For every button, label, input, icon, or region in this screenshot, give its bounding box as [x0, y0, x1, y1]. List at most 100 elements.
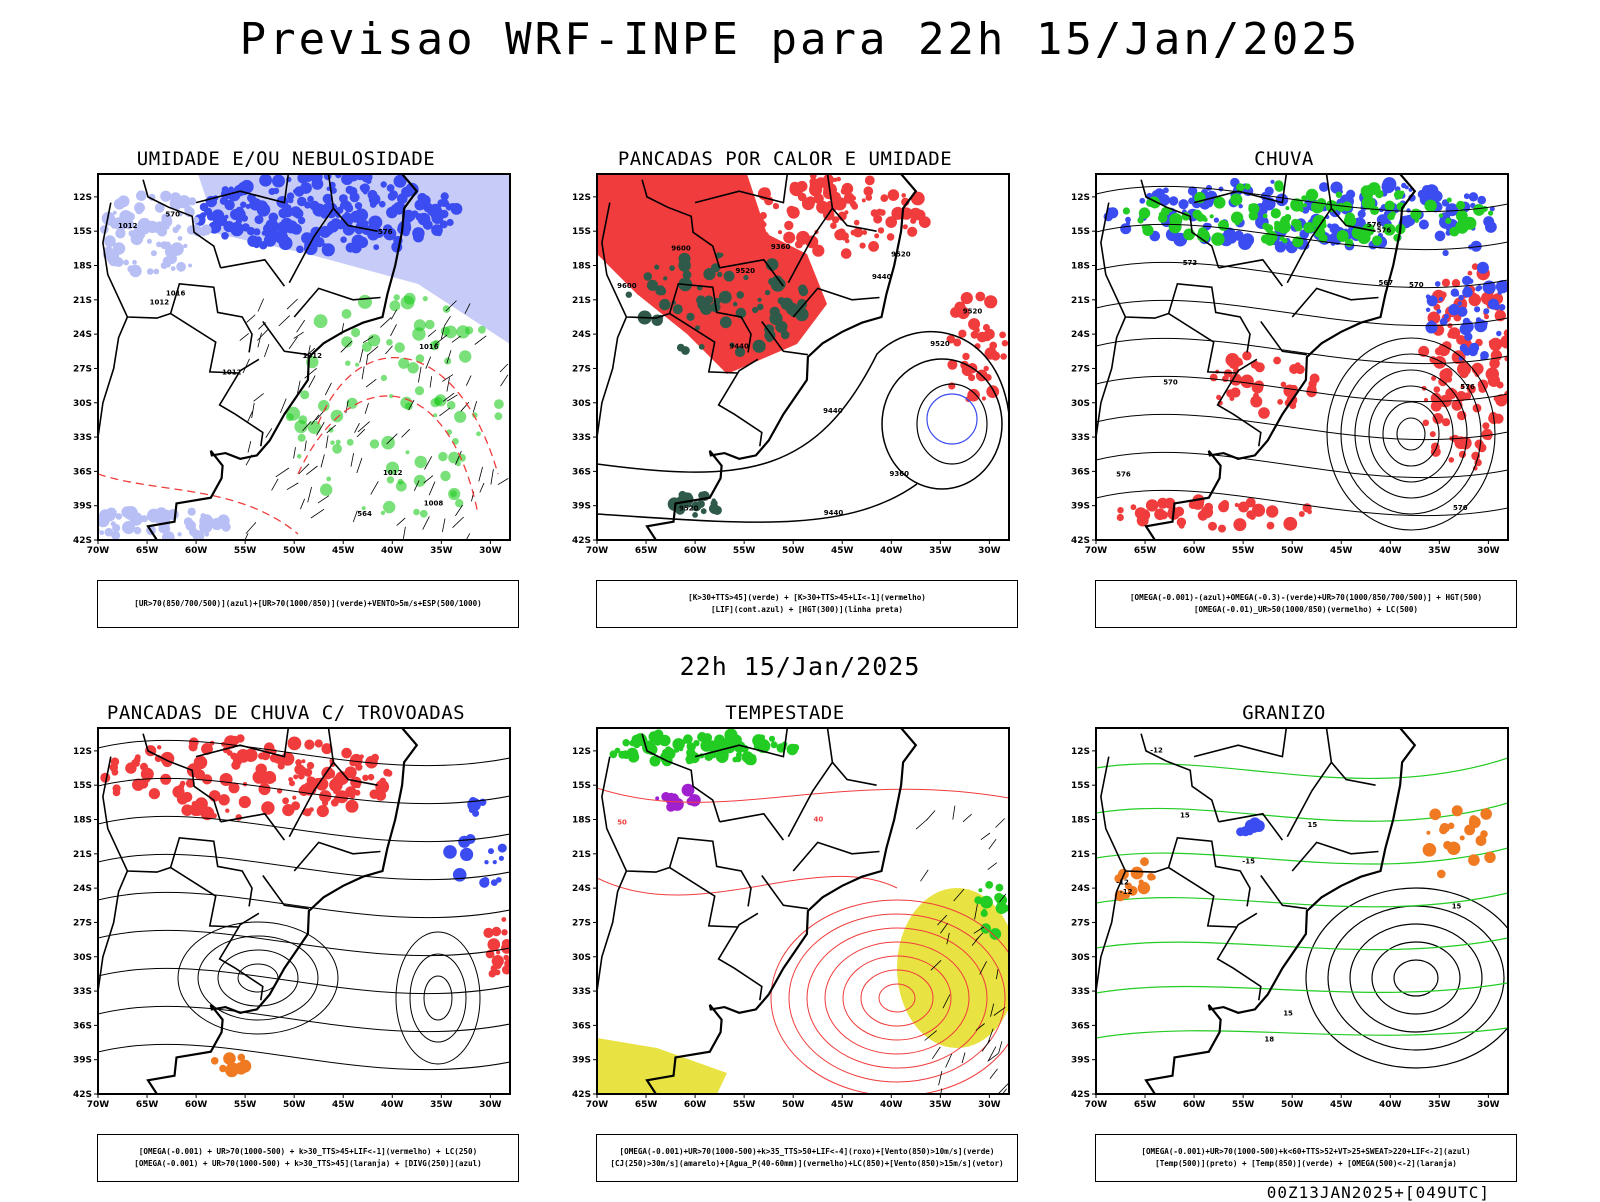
wind-vector	[455, 504, 463, 517]
field-patch	[287, 197, 294, 204]
wind-vector	[316, 421, 325, 436]
field-patch	[321, 743, 333, 755]
field-patch	[146, 268, 154, 275]
lat-label: 39S	[73, 1056, 92, 1066]
field-patch	[1446, 197, 1452, 203]
field-patch	[490, 879, 498, 886]
field-patch	[1116, 513, 1124, 522]
wind-vector	[257, 329, 269, 341]
field-patch	[863, 186, 874, 196]
contour-label: 15	[1308, 821, 1318, 829]
field-patch	[119, 210, 133, 223]
field-patch	[405, 450, 410, 455]
field-patch	[1474, 306, 1481, 313]
border-line	[218, 912, 264, 1001]
field-patch	[225, 808, 230, 813]
contour-line	[597, 330, 1009, 473]
field-patch	[864, 175, 875, 186]
wind-vector	[428, 481, 436, 496]
field-patch	[678, 746, 684, 752]
field-patch	[394, 342, 405, 353]
field-patch	[962, 352, 970, 361]
border-line	[694, 174, 789, 204]
wind-vector	[971, 937, 979, 946]
wind-vector	[460, 402, 470, 412]
field-patch	[375, 779, 390, 794]
border-line	[1330, 207, 1376, 232]
field-patch	[1457, 301, 1463, 306]
field-patch	[1274, 223, 1283, 232]
contour-line	[881, 358, 1003, 490]
legend-line: [LIF](cont.azul) + [HGT(300)](linha pret…	[710, 605, 904, 614]
field-patch	[361, 225, 372, 236]
contour-line	[916, 383, 988, 465]
contour-line	[409, 953, 467, 1043]
field-patch	[148, 512, 159, 523]
contour-label: 9440	[823, 407, 843, 415]
field-patch	[681, 783, 695, 797]
field-patch	[488, 848, 494, 855]
wind-vector	[304, 367, 317, 379]
field-patch	[836, 176, 841, 182]
wind-vector	[443, 315, 451, 327]
lat-label: 27S	[73, 918, 92, 928]
wind-vector	[455, 450, 462, 465]
field-patch	[170, 192, 181, 204]
wind-vector	[988, 839, 997, 850]
field-patch	[614, 747, 621, 754]
field-patch	[682, 270, 692, 280]
field-patch	[380, 374, 387, 382]
field-patch	[292, 795, 297, 800]
field-patch	[202, 774, 213, 785]
field-patch	[665, 746, 672, 754]
field-patch	[786, 743, 798, 756]
field-patch	[1429, 431, 1436, 438]
border-line	[787, 174, 834, 284]
wind-vector	[961, 1052, 966, 1064]
wind-vector	[246, 314, 256, 323]
field-patch	[978, 888, 983, 893]
field-patch	[290, 223, 302, 235]
border-line	[220, 812, 286, 841]
border-line	[98, 316, 129, 443]
field-patch	[181, 796, 188, 803]
border-line	[717, 358, 763, 447]
field-patch	[371, 753, 379, 762]
field-patch	[1164, 497, 1176, 509]
field-patch	[1422, 419, 1430, 427]
border-line	[102, 202, 171, 319]
border-line	[1193, 174, 1288, 204]
wind-vector	[989, 1068, 998, 1079]
field-patch	[910, 191, 925, 206]
field-patch	[281, 205, 288, 212]
field-patch	[741, 751, 754, 763]
field-patch	[1283, 516, 1298, 531]
field-patch	[112, 784, 121, 793]
field-patch	[1168, 196, 1179, 206]
lat-label: 33S	[572, 987, 591, 997]
lat-label: 33S	[572, 433, 591, 443]
main-title: Previsao WRF-INPE para 22h 15/Jan/2025	[239, 14, 1361, 65]
field-patch	[346, 438, 354, 446]
field-patch	[902, 224, 908, 230]
field-patch	[1494, 304, 1500, 310]
contour-label: 1012	[118, 222, 138, 230]
field-patch	[968, 318, 981, 331]
field-patch	[296, 454, 302, 459]
field-patch	[681, 346, 690, 355]
field-patch	[354, 208, 369, 222]
border-line	[597, 870, 628, 997]
field-patch	[328, 427, 334, 433]
field-patch	[1274, 182, 1284, 192]
field-patch	[1447, 841, 1461, 855]
wind-vector	[357, 421, 370, 433]
field-patch	[1183, 228, 1195, 241]
field-patch	[449, 203, 457, 210]
field-patch	[1443, 313, 1449, 319]
field-patch	[443, 845, 457, 859]
field-patch	[478, 325, 486, 334]
coastline	[645, 174, 918, 540]
field-patch	[339, 194, 348, 203]
lat-label: 18S	[572, 816, 591, 826]
lon-label: 70W	[87, 546, 110, 556]
